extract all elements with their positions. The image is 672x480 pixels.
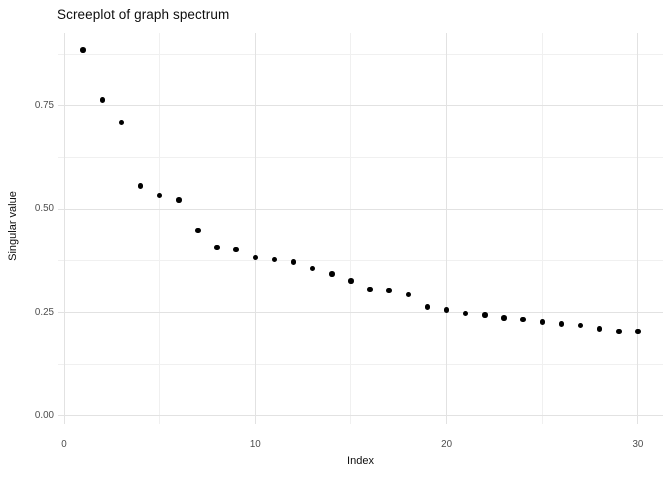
x-axis-tick-label: 30 xyxy=(632,439,644,450)
data-point xyxy=(195,227,201,234)
gridline-major-vertical xyxy=(637,33,639,424)
data-point xyxy=(233,246,239,253)
data-point xyxy=(405,291,412,298)
gridline-major-horizontal xyxy=(58,208,663,210)
y-axis-tick-label: 0.25 xyxy=(34,306,54,318)
x-axis-tick-label: 20 xyxy=(441,439,453,450)
gridline-minor-horizontal xyxy=(58,53,663,55)
data-point xyxy=(348,278,354,284)
gridline-minor-horizontal xyxy=(58,260,663,262)
data-point xyxy=(252,254,259,261)
data-point xyxy=(539,319,546,325)
data-point xyxy=(386,287,392,294)
data-point xyxy=(290,259,297,265)
gridline-minor-vertical xyxy=(159,33,161,424)
data-point xyxy=(520,316,526,322)
data-point xyxy=(596,326,603,332)
gridline-major-horizontal xyxy=(58,105,663,107)
x-axis-tick-label: 0 xyxy=(61,439,67,450)
y-axis-tick-label: 0.00 xyxy=(34,409,54,421)
data-point xyxy=(137,183,144,189)
data-point xyxy=(80,47,86,53)
x-axis-title: Index xyxy=(347,455,374,467)
data-point xyxy=(558,321,565,327)
data-point xyxy=(462,310,469,317)
data-point xyxy=(482,312,488,318)
gridline-major-vertical xyxy=(63,33,65,424)
data-point xyxy=(329,271,335,277)
chart-title: Screeplot of graph spectrum xyxy=(57,7,230,22)
data-point xyxy=(367,286,373,293)
gridline-minor-horizontal xyxy=(58,157,663,159)
gridline-minor-horizontal xyxy=(58,363,663,365)
data-point xyxy=(271,256,278,263)
data-point xyxy=(214,244,220,251)
gridline-minor-vertical xyxy=(541,33,543,424)
data-point xyxy=(443,307,450,313)
data-point xyxy=(577,322,584,329)
gridline-major-horizontal xyxy=(58,415,663,417)
x-axis-tick-label: 10 xyxy=(249,439,261,450)
y-axis-title: Singular value xyxy=(7,191,19,261)
plot-panel xyxy=(58,33,663,424)
data-point xyxy=(118,119,125,126)
gridline-major-horizontal xyxy=(58,312,663,314)
data-point xyxy=(501,315,507,321)
y-axis-tick-label: 0.75 xyxy=(34,99,54,111)
gridline-minor-vertical xyxy=(350,33,352,424)
data-point xyxy=(616,328,622,334)
gridline-major-vertical xyxy=(254,33,256,424)
y-axis-tick-label: 0.50 xyxy=(34,203,54,215)
data-point xyxy=(635,328,641,335)
data-point xyxy=(99,97,106,103)
data-point xyxy=(156,192,163,199)
gridline-major-vertical xyxy=(446,33,448,424)
data-point xyxy=(176,197,182,203)
data-point xyxy=(309,265,316,272)
data-point xyxy=(424,304,431,310)
